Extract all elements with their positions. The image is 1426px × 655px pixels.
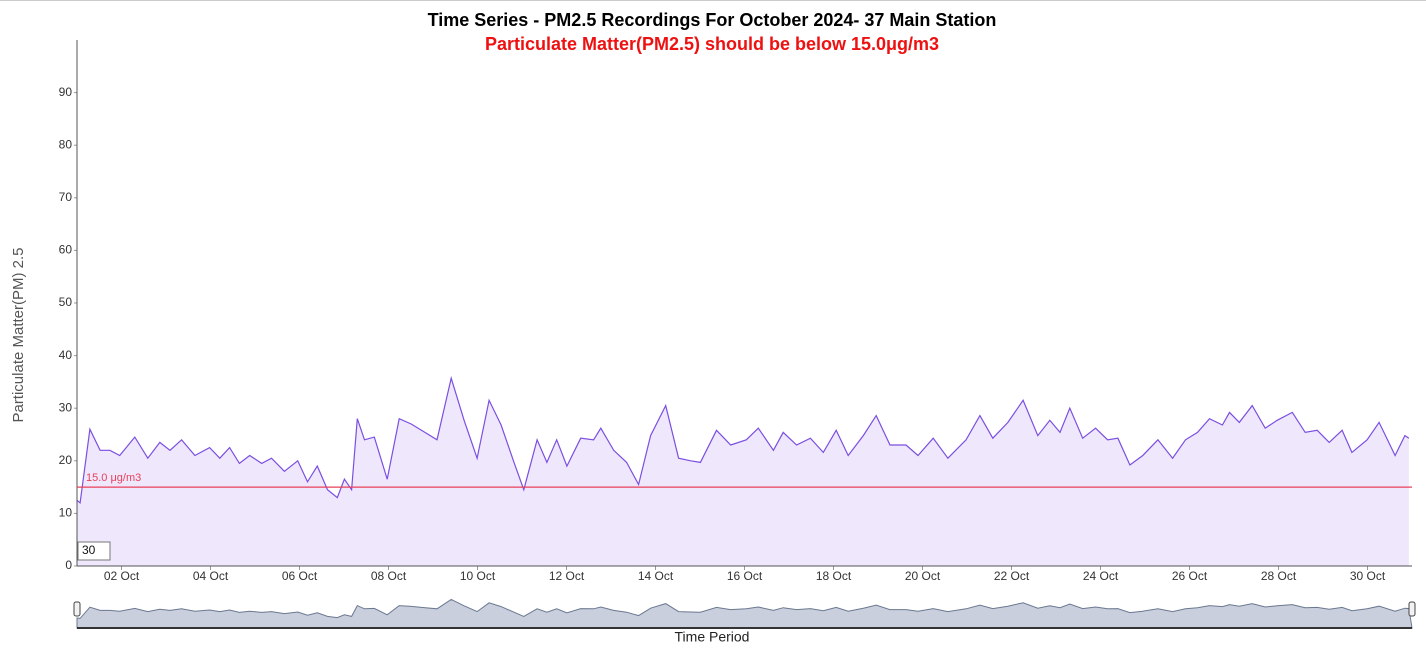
- x-tick-label: 20 Oct: [905, 569, 941, 583]
- x-tick-label: 26 Oct: [1172, 569, 1208, 583]
- y-axis-label: Particulate Matter(PM) 2.5: [10, 247, 27, 422]
- x-axis-label: Time Period: [675, 629, 750, 645]
- x-tick-label: 24 Oct: [1083, 569, 1119, 583]
- x-tick-label: 04 Oct: [193, 569, 229, 583]
- threshold-label: 15.0 μg/m3: [86, 472, 141, 484]
- x-tick-label: 12 Oct: [549, 569, 585, 583]
- x-tick-label: 14 Oct: [638, 569, 674, 583]
- y-tick-label: 60: [59, 243, 73, 257]
- series-line: [76, 375, 1410, 505]
- range-input[interactable]: [77, 541, 111, 561]
- navigator-handle[interactable]: [73, 601, 81, 617]
- x-tick-label: 06 Oct: [282, 569, 318, 583]
- x-tick-label: 02 Oct: [104, 569, 140, 583]
- x-tick-label: 28 Oct: [1261, 569, 1297, 583]
- x-tick-label: 18 Oct: [816, 569, 852, 583]
- x-tick-label: 08 Oct: [371, 569, 407, 583]
- y-tick-label: 80: [59, 137, 73, 151]
- y-tick-label: 90: [59, 85, 73, 99]
- y-tick-label: 10: [59, 506, 73, 520]
- chart-subtitle: Particulate Matter(PM2.5) should be belo…: [485, 34, 939, 54]
- x-tick-label: 10 Oct: [460, 569, 496, 583]
- x-tick-label: 16 Oct: [727, 569, 763, 583]
- navigator-area: [76, 598, 1413, 629]
- y-tick-label: 30: [59, 400, 73, 414]
- chart-title: Time Series - PM2.5 Recordings For Octob…: [428, 10, 997, 30]
- y-tick-label: 0: [65, 558, 72, 572]
- navigator-handle[interactable]: [1408, 601, 1416, 617]
- y-tick-label: 70: [59, 190, 73, 204]
- x-tick-label: 22 Oct: [994, 569, 1030, 583]
- x-tick-label: 30 Oct: [1350, 569, 1386, 583]
- area-fill: [77, 378, 1409, 566]
- y-tick-label: 40: [59, 348, 73, 362]
- y-tick-label: 50: [59, 295, 73, 309]
- range-input-text: 30: [82, 543, 96, 557]
- y-tick-label: 20: [59, 453, 73, 467]
